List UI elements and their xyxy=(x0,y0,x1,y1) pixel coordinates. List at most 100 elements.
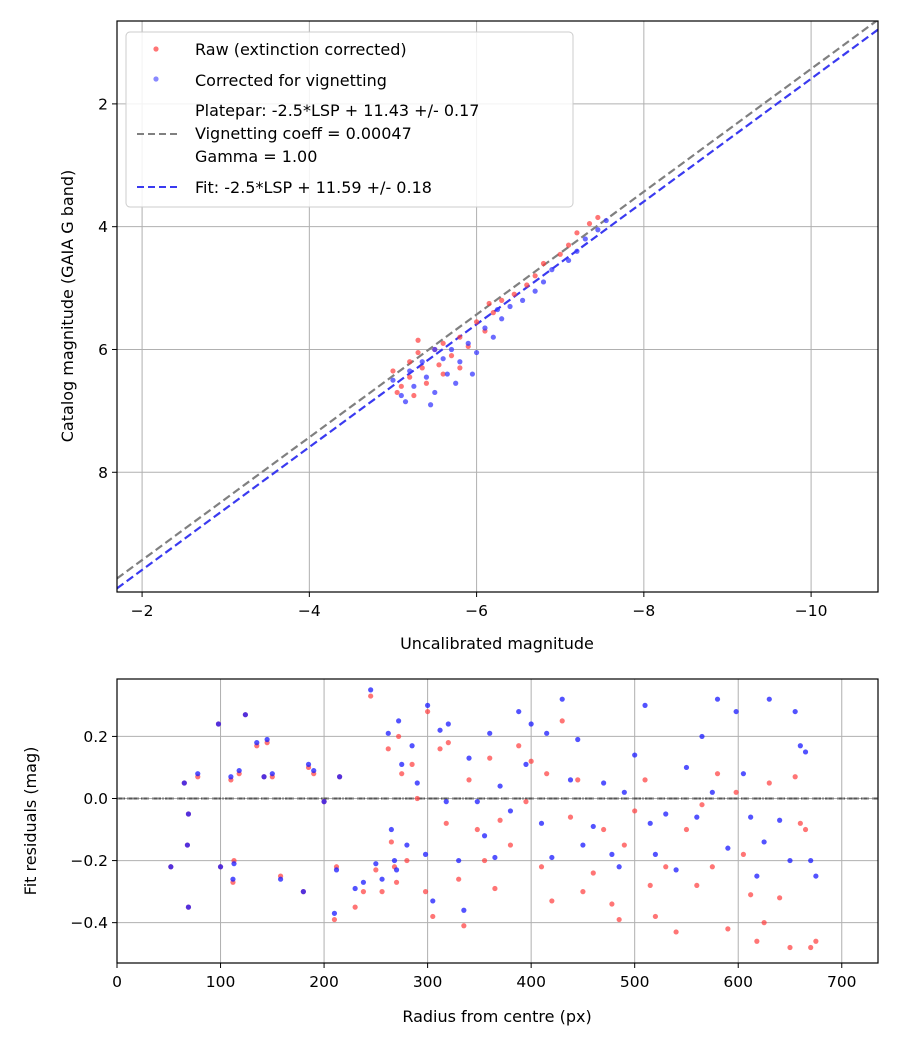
legend-corrected-marker xyxy=(153,76,159,82)
bottom-point-s1-7 xyxy=(217,864,224,870)
bottom-point-s1-60 xyxy=(559,696,565,702)
top-point-s1-29 xyxy=(469,371,476,377)
bottom-point-s1-88 xyxy=(787,857,793,864)
top-x-axis-label: Uncalibrated magnitude xyxy=(400,634,594,653)
top-plot-frame xyxy=(116,20,879,593)
top-y-axis-label: Catalog magnitude (GAIA G band) xyxy=(58,170,77,442)
bottom-point-s0-53 xyxy=(507,842,514,848)
bottom-point-s1-9 xyxy=(230,876,236,882)
top-point-s1-18 xyxy=(532,288,538,294)
bottom-point-s0-22 xyxy=(331,916,338,923)
top-point-s0-6 xyxy=(423,380,430,386)
top-point-s0-11 xyxy=(457,334,463,340)
top-point-s0-19 xyxy=(532,273,538,279)
bottom-point-s0-66 xyxy=(609,901,615,907)
bottom-scatter-points xyxy=(168,687,819,951)
bottom-point-s1-14 xyxy=(261,774,267,780)
bottom-point-s1-41 xyxy=(430,898,436,904)
top-point-s0-29 xyxy=(457,365,463,371)
bottom-point-s0-85 xyxy=(761,920,767,926)
bottom-point-s0-26 xyxy=(360,889,367,895)
bottom-point-s1-52 xyxy=(497,783,503,789)
bottom-point-s1-73 xyxy=(663,811,669,817)
legend-raw-marker xyxy=(153,46,159,52)
bottom-point-s1-50 xyxy=(487,730,493,736)
bottom-point-s1-84 xyxy=(754,873,760,879)
bottom-point-s0-71 xyxy=(647,882,653,889)
bottom-point-s0-61 xyxy=(567,814,574,820)
bottom-point-s1-26 xyxy=(360,879,367,885)
bottom-point-s1-68 xyxy=(621,789,627,795)
top-point-s0-10 xyxy=(448,353,455,359)
bottom-point-s1-89 xyxy=(792,708,798,715)
bottom-point-s0-45 xyxy=(456,876,462,882)
top-point-s0-3 xyxy=(407,374,413,380)
bottom-point-s0-43 xyxy=(443,820,449,826)
bottom-point-s1-75 xyxy=(683,764,690,771)
bottom-point-s1-48 xyxy=(474,799,480,805)
bottom-point-s0-69 xyxy=(632,808,638,814)
bottom-point-s1-49 xyxy=(481,833,488,839)
bottom-point-s1-66 xyxy=(609,851,615,857)
bottom-point-s1-0 xyxy=(168,864,174,870)
bottom-point-s1-18 xyxy=(300,889,306,895)
bottom-point-s1-42 xyxy=(437,727,443,733)
bottom-point-s1-27 xyxy=(368,687,374,693)
bottom-point-s1-56 xyxy=(528,721,534,727)
bottom-point-s1-63 xyxy=(580,842,586,848)
bottom-x-axis-label: Radius from centre (px) xyxy=(402,1007,591,1026)
top-y-tick-label-1: 4 xyxy=(98,218,108,236)
top-point-s0-27 xyxy=(411,392,417,399)
bottom-point-s0-83 xyxy=(748,892,754,898)
bottom-point-s1-20 xyxy=(311,767,317,774)
bottom-point-s0-90 xyxy=(797,820,803,826)
bottom-point-s1-34 xyxy=(396,718,402,724)
top-point-s1-6 xyxy=(432,389,438,396)
bottom-point-s1-28 xyxy=(373,861,379,867)
bottom-point-s1-46 xyxy=(461,907,467,913)
bottom-point-s1-16 xyxy=(269,771,275,777)
top-point-s1-24 xyxy=(595,227,601,233)
bottom-point-s0-54 xyxy=(516,743,522,749)
top-point-s1-21 xyxy=(565,257,572,264)
bottom-point-s1-85 xyxy=(761,839,767,845)
bottom-point-s0-74 xyxy=(673,929,679,935)
bottom-point-s1-36 xyxy=(404,842,410,848)
bottom-point-s1-67 xyxy=(616,864,622,870)
bottom-point-s1-15 xyxy=(264,736,270,743)
bottom-axis-ticks: 0 100 200 300 400 500 600 700 −0.4 −0.2 0.0 0.2 xyxy=(70,728,856,991)
top-legend: Raw (extinction corrected) Corrected for… xyxy=(125,31,574,208)
top-point-s1-14 xyxy=(490,334,496,340)
bottom-point-s0-67 xyxy=(616,916,622,923)
top-x-tick-label-4: −10 xyxy=(795,602,828,620)
legend-box xyxy=(125,31,574,208)
bottom-point-s1-92 xyxy=(808,857,814,864)
bottom-x-tick-label-7: 700 xyxy=(827,973,857,991)
bottom-point-s0-41 xyxy=(430,913,436,920)
bottom-point-s1-70 xyxy=(642,702,648,708)
top-point-s0-8 xyxy=(436,362,442,368)
bottom-y-axis-label: Fit residuals (mag) xyxy=(21,747,40,896)
bottom-point-s1-69 xyxy=(632,752,638,758)
bottom-point-s1-71 xyxy=(647,820,653,826)
bottom-point-s1-38 xyxy=(414,780,420,786)
bottom-point-s0-30 xyxy=(385,746,391,752)
bottom-point-s1-62 xyxy=(575,736,581,743)
bottom-point-s0-36 xyxy=(404,857,410,864)
top-point-s1-20 xyxy=(549,267,555,273)
bottom-point-s1-47 xyxy=(466,755,472,761)
top-point-s0-26 xyxy=(394,389,400,396)
bottom-point-s0-35 xyxy=(399,771,405,777)
bottom-point-s1-59 xyxy=(549,854,555,861)
bottom-point-s1-29 xyxy=(379,876,385,882)
bottom-point-s0-27 xyxy=(368,693,374,699)
bottom-point-s0-88 xyxy=(787,944,793,951)
top-point-s1-11 xyxy=(465,340,471,346)
bottom-point-s1-40 xyxy=(425,702,431,708)
top-point-s0-23 xyxy=(574,230,580,236)
bottom-point-s0-52 xyxy=(497,817,503,823)
bottom-point-s1-82 xyxy=(740,771,747,777)
bottom-point-s1-2 xyxy=(184,842,191,848)
top-point-s0-18 xyxy=(524,282,530,288)
